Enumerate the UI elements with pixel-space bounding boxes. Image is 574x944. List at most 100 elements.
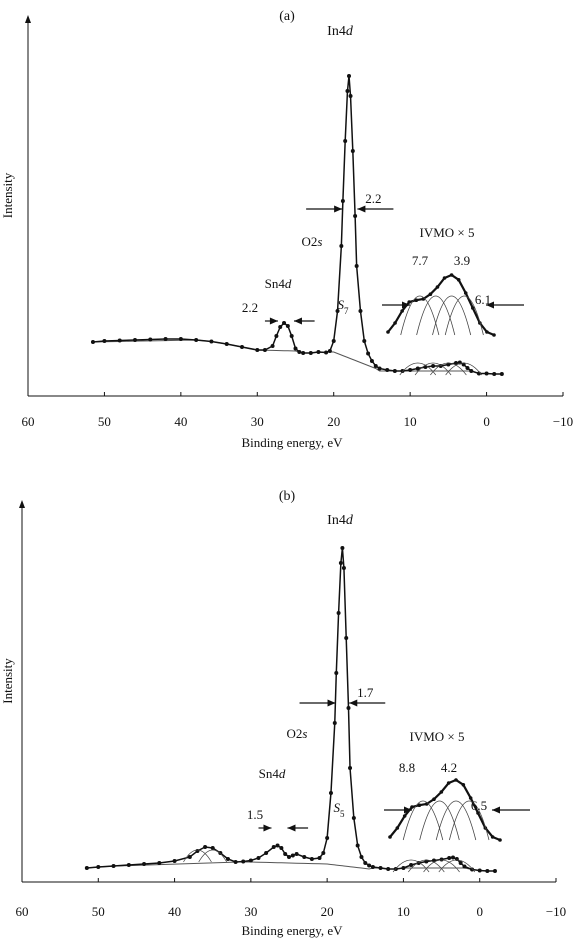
fwhm-in-arrow-right-head [357,205,366,213]
data-point [248,858,253,863]
data-point [409,863,414,867]
data-point [348,94,353,98]
data-point [255,348,260,352]
data-point [278,325,283,329]
data-point [203,845,208,849]
x-tick-label: 30 [244,904,257,919]
data-point [209,339,214,344]
data-point [309,857,314,861]
data-point [359,855,364,859]
x-tick-label: 60 [16,904,29,919]
ivmo-point [428,292,433,297]
data-point [454,361,458,365]
y-axis-arrow [25,15,31,23]
data-point [308,351,313,355]
data-point [290,853,295,858]
data-point [240,345,244,349]
ivmo-component [402,800,444,841]
data-point [317,856,322,860]
ivmo-point [449,273,454,277]
data-point [336,611,341,615]
data-point [148,337,153,342]
data-point [302,855,307,859]
x-tick-label: 20 [321,904,334,919]
ivmo-point [461,783,466,787]
data-point [285,324,290,328]
fwhm-sn-arrow-left-head [269,317,278,325]
ivmo-component [444,295,484,336]
ivmo-point [485,330,489,334]
x-axis-label: Binding energy, eV [241,923,343,938]
fwhm-in-arrow-left-head [327,699,336,707]
data-point [172,859,177,863]
ivmo-width-label: 6.1 [475,292,491,307]
x-tick-label: 40 [168,904,181,919]
fwhm-in-label: 1.7 [357,685,374,700]
data-point [316,350,321,354]
data-point [492,869,497,873]
data-point [392,369,397,373]
ivmo-point [417,803,422,807]
y-axis-arrow [19,500,25,508]
data-point [335,309,340,313]
o2s-label: O2s [302,234,323,249]
ivmo-component [432,295,472,336]
o2s-label: O2s [287,726,308,741]
data-point [461,362,466,367]
ivmo-arrow-right-head [486,301,494,309]
data-point [363,861,368,865]
data-point [293,346,298,351]
data-point [301,351,306,355]
data-point [321,851,326,855]
fwhm-sn-label: 2.2 [242,300,258,315]
data-point [157,861,162,865]
data-point [241,859,246,864]
data-point [279,846,284,850]
data-point [431,364,436,368]
y-axis-label: Intensity [0,172,15,218]
ivmo-component [416,295,456,336]
x-tick-label: −10 [553,414,573,429]
ivmo-point [498,838,502,842]
data-point [264,851,269,855]
data-point [195,849,200,853]
data-point [446,362,451,367]
data-point [327,349,332,353]
data-point [339,244,344,248]
ivmo-point [471,306,475,310]
ivmo-point [388,835,392,839]
data-point [218,851,223,855]
x-tick-label: 50 [92,904,105,919]
data-point [353,214,358,218]
fwhm-sn-arrow-left-head [263,824,272,832]
data-point [338,561,343,565]
data-point [111,864,116,868]
ivmo-point [454,778,458,782]
data-point [370,865,375,869]
data-point [84,866,89,870]
sn4d-label: Sn4d [259,766,286,781]
s-label: S5 [334,800,346,819]
ivmo-component [400,295,440,336]
data-point [343,139,348,143]
x-tick-label: 0 [476,904,483,919]
data-point [133,338,137,342]
peak-label: In4d [327,24,354,39]
data-point [377,366,382,371]
ivmo-point [446,781,451,785]
x-tick-label: 20 [327,414,340,429]
data-point [373,364,378,368]
ivmo-component [435,800,477,841]
data-point [262,348,267,352]
data-point [345,89,350,93]
data-point [424,859,429,864]
data-point [340,546,345,550]
data-point [225,857,230,861]
data-point [178,337,183,341]
ivmo-point [468,796,473,800]
x-tick-label: 0 [483,414,490,429]
sn-component [198,849,228,863]
ivmo-point [490,835,495,839]
ivmo-point [386,330,390,334]
